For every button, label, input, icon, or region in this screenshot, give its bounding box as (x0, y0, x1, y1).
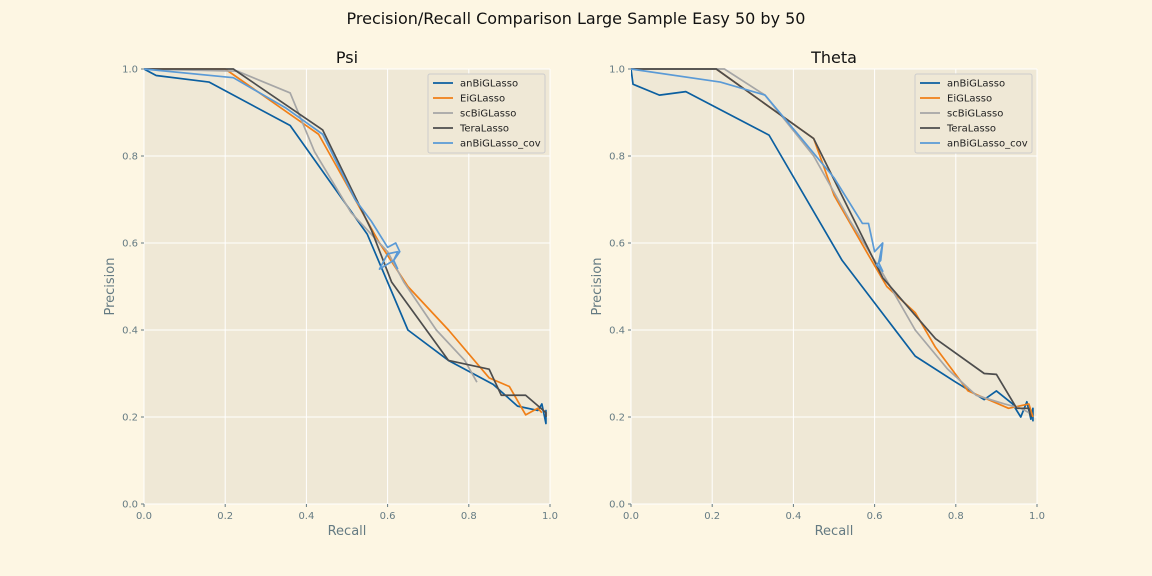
theta-y-tick-label: 0.0 (609, 500, 625, 511)
theta-x-tick-label: 0.0 (623, 511, 639, 522)
psi-legend-label: anBiGLasso (460, 79, 518, 90)
theta-series-anbiglasso-cov (631, 68, 884, 273)
theta-panel: 0.0 0.2 0.4 0.6 0.8 1.0 0.0 0.2 0.4 0.6 0.8 1.0 Reca… (590, 48, 1045, 539)
theta-x-tick-label: 0.6 (867, 511, 883, 522)
theta-legend-label: anBiGLasso (947, 79, 1005, 90)
psi-y-axis-label: Precision (103, 257, 118, 315)
psi-y-tick-label: 0.2 (122, 413, 138, 424)
theta-x-tick-label: 0.8 (948, 511, 964, 522)
theta-panel-title: Theta (810, 48, 857, 67)
psi-x-axis-label: Recall (328, 524, 367, 539)
psi-legend-label: EiGLasso (460, 94, 505, 105)
theta-series-teralasso (631, 68, 1032, 418)
theta-series-scbiglasso (631, 68, 1030, 414)
psi-series-anbiglasso-cov (144, 68, 401, 270)
psi-y-tick-label: 0.4 (122, 326, 138, 337)
theta-y-tick-label: 0.2 (609, 413, 625, 424)
theta-x-tick-label: 0.4 (785, 511, 801, 522)
psi-legend: anBiGLasso EiGLasso scBiGLasso TeraLasso anB… (427, 73, 546, 154)
psi-legend-label: TeraLasso (459, 124, 509, 135)
psi-legend-label: anBiGLasso_cov (460, 139, 541, 150)
theta-legend-label: EiGLasso (947, 94, 992, 105)
psi-x-tick-label: 0.0 (136, 511, 152, 522)
psi-x-tick-label: 0.2 (217, 511, 233, 522)
psi-x-tick-label: 0.6 (380, 511, 396, 522)
theta-legend-label: TeraLasso (946, 124, 996, 135)
psi-y-tick-label: 0.8 (122, 152, 138, 163)
psi-legend-label: scBiGLasso (460, 109, 516, 120)
theta-x-tick-label: 1.0 (1029, 511, 1045, 522)
psi-y-tick-label: 0.0 (122, 500, 138, 511)
psi-x-tick-label: 0.8 (461, 511, 477, 522)
psi-x-tick-label: 1.0 (542, 511, 558, 522)
psi-y-tick-label: 0.6 (122, 239, 138, 250)
psi-series-eiglasso (144, 68, 543, 416)
theta-y-tick-label: 1.0 (609, 65, 625, 76)
theta-y-tick-label: 0.6 (609, 239, 625, 250)
psi-series-teralasso (144, 68, 547, 417)
theta-legend-label: anBiGLasso_cov (947, 139, 1028, 150)
psi-legend-box (427, 73, 546, 154)
psi-panel: 0.0 0.2 0.4 0.6 0.8 1.0 0.0 0.2 0.4 0.6 0.8 1.0 Reca… (103, 48, 558, 539)
psi-y-tick-label: 1.0 (122, 65, 138, 76)
theta-y-axis-label: Precision (590, 257, 605, 315)
figure-title: Precision/Recall Comparison Large Sample… (347, 9, 806, 28)
theta-legend: anBiGLasso EiGLasso scBiGLasso TeraLasso anB… (914, 73, 1033, 154)
theta-x-tick-label: 0.2 (704, 511, 720, 522)
psi-x-tick-label: 0.4 (298, 511, 314, 522)
psi-panel-title: Psi (336, 48, 358, 67)
theta-y-tick-label: 0.4 (609, 326, 625, 337)
psi-series-scbiglasso (144, 68, 478, 383)
theta-legend-label: scBiGLasso (947, 109, 1003, 120)
theta-x-axis-label: Recall (815, 524, 854, 539)
theta-y-tick-label: 0.8 (609, 152, 625, 163)
theta-legend-box (914, 73, 1033, 154)
